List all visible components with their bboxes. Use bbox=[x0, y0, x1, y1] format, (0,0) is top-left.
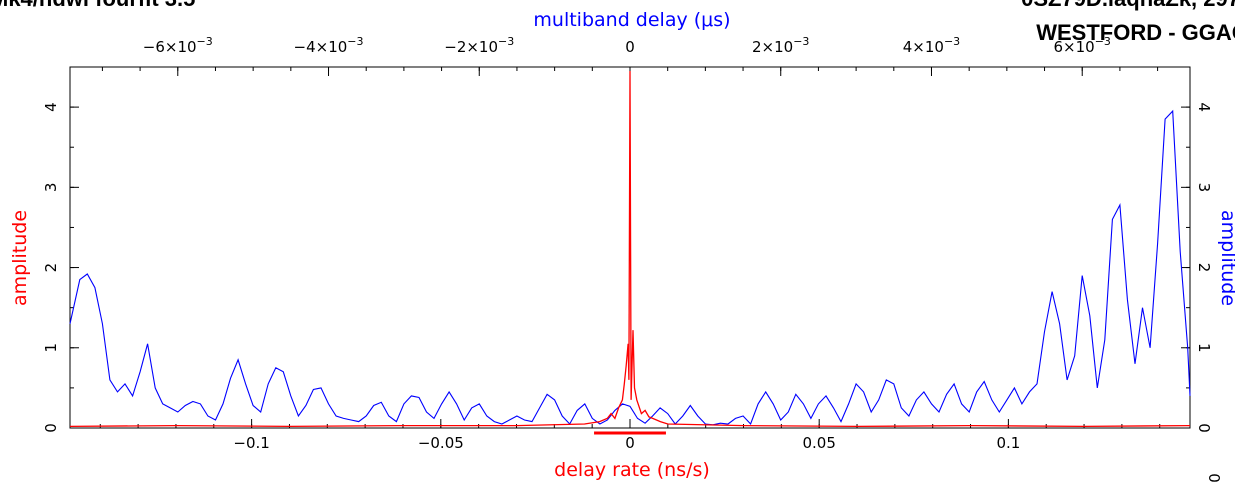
bottom-tick-label-0: −0.1 bbox=[233, 434, 269, 452]
top-tick-label-5: 4×10−3 bbox=[903, 35, 960, 56]
bottom-tick-label-4: 0.1 bbox=[996, 434, 1020, 452]
left-tick-label-4: 4 bbox=[42, 102, 60, 112]
top-tick-label-3: 0 bbox=[625, 38, 635, 56]
header-right-line2: WESTFORD - GGAO, bbox=[1036, 20, 1235, 45]
bottom-tick-label-3: 0.05 bbox=[802, 434, 835, 452]
mbd-series-line bbox=[69, 109, 1191, 426]
top-tick-label-1: −4×10−3 bbox=[294, 35, 364, 56]
left-tick-label-0: 0 bbox=[42, 423, 60, 433]
left-axis-label: amplitude bbox=[9, 210, 31, 306]
right-axis-label: amplitude bbox=[1217, 210, 1235, 306]
top-tick-label-4: 2×10−3 bbox=[752, 35, 809, 56]
bottom-axis-label: delay rate (ns/s) bbox=[554, 459, 710, 481]
right-tick-label-4: 4 bbox=[1195, 102, 1213, 112]
left-tick-label-3: 3 bbox=[42, 183, 60, 193]
rate-series-line bbox=[69, 70, 1191, 428]
right-tick-label-0: 0 bbox=[1195, 423, 1213, 433]
left-tick-label-2: 2 bbox=[42, 263, 60, 273]
top-tick-label-2: −2×10−3 bbox=[444, 35, 514, 56]
left-tick-label-1: 1 bbox=[42, 343, 60, 353]
right-tick-label-2: 2 bbox=[1195, 263, 1213, 273]
right-tick-label-3: 3 bbox=[1195, 183, 1213, 193]
top-tick-label-0: −6×10−3 bbox=[143, 35, 213, 56]
header-right-line1: 0SZ79D.iaqhaZk, 297 bbox=[1021, 0, 1235, 11]
bottom-tick-label-1: −0.05 bbox=[418, 434, 464, 452]
top-axis-label: multiband delay (μs) bbox=[533, 9, 730, 31]
right-tick-label-1: 1 bbox=[1195, 343, 1213, 353]
header-left: Mk4/hdwi fourfit 3.5 bbox=[0, 0, 195, 11]
bottom-tick-label-2: 0 bbox=[625, 434, 635, 452]
top-tick-label-6: 6×10−3 bbox=[1054, 35, 1111, 56]
right-extra-label: 0 bbox=[1205, 473, 1223, 483]
